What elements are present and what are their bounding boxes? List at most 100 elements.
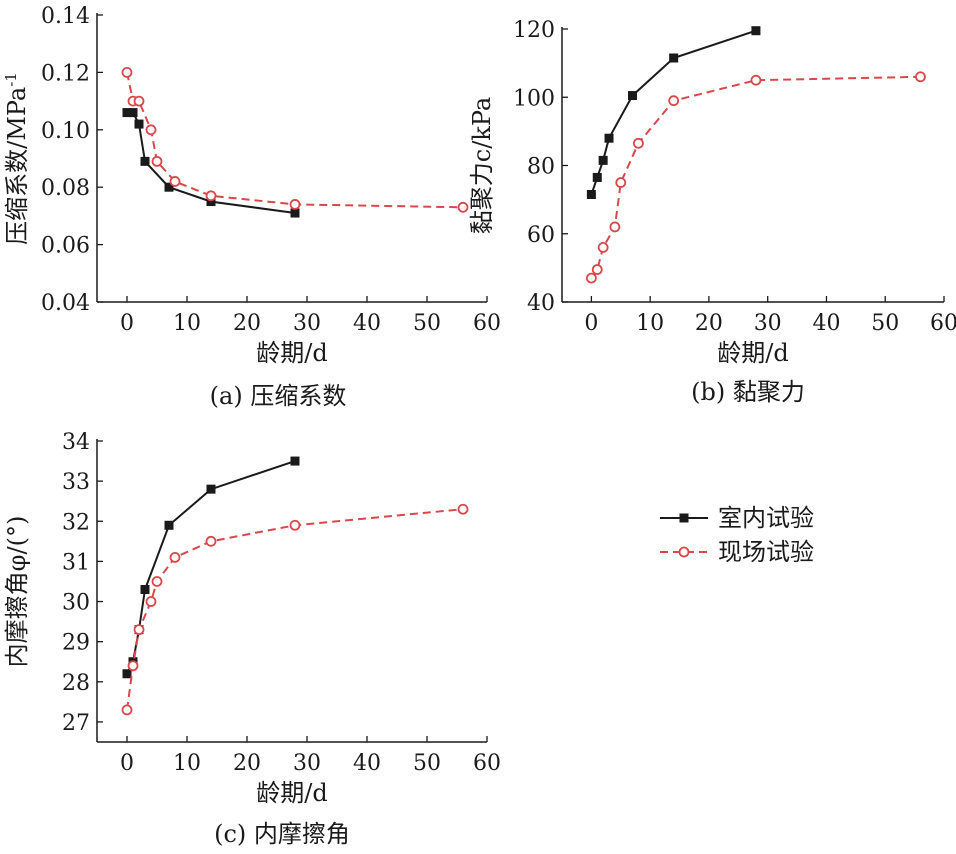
y-tick-label: 0.04 <box>41 291 90 316</box>
y-axis-title-superscript: -1 <box>2 72 20 87</box>
field-data-point <box>133 624 145 636</box>
x-tick-label: 10 <box>173 751 201 776</box>
field-data-point <box>205 535 217 547</box>
y-tick-label: 33 <box>62 470 90 495</box>
lab-data-point <box>206 484 216 494</box>
panel-caption: (a) 压缩系数 <box>210 382 347 410</box>
lab-data-point <box>290 208 300 218</box>
y-tick-label: 34 <box>62 430 90 455</box>
lab-data-point <box>128 108 138 118</box>
field-data-point <box>668 95 680 107</box>
legend-field-marker <box>678 546 690 558</box>
lab-data-point <box>604 133 614 143</box>
field-data-point <box>289 199 301 210</box>
x-tick-label: 50 <box>871 311 899 336</box>
field-data-point <box>145 124 157 136</box>
x-tick-label: 0 <box>120 751 134 776</box>
lab-data-point <box>122 669 132 679</box>
x-tick-label: 20 <box>233 311 261 336</box>
y-tick-label: 0.10 <box>41 119 90 144</box>
y-tick-label: 29 <box>62 631 90 656</box>
x-tick-label: 60 <box>473 311 501 336</box>
field-data-point <box>205 190 217 202</box>
y-axis-title: 内摩擦角φ/(°) <box>3 516 31 668</box>
lab-data-point <box>164 182 174 192</box>
y-tick-label: 0.06 <box>41 234 90 259</box>
x-tick-label: 10 <box>636 311 664 336</box>
field-series-line <box>126 72 464 209</box>
panel-caption: (c) 内摩擦角 <box>214 820 350 848</box>
lab-data-point <box>669 53 679 63</box>
y-axis-title: 黏聚力c/kPa <box>468 97 496 234</box>
field-data-point <box>750 74 762 86</box>
lab-data-point <box>140 156 150 166</box>
lab-data-point <box>134 119 144 129</box>
y-tick-label: 32 <box>62 510 90 535</box>
field-data-point <box>597 241 609 253</box>
y-tick-label: 100 <box>513 86 555 111</box>
field-data-point <box>145 596 157 607</box>
lab-data-point <box>290 456 300 466</box>
field-series-line <box>126 508 464 711</box>
y-tick-label: 120 <box>513 18 555 43</box>
field-data-point <box>615 177 627 188</box>
y-tick-label: 60 <box>527 223 555 248</box>
field-data-point <box>591 264 603 275</box>
x-tick-label: 30 <box>293 311 321 336</box>
lab-data-point <box>206 197 216 207</box>
field-data-point <box>121 704 133 716</box>
x-tick-label: 40 <box>812 311 840 336</box>
x-tick-label: 20 <box>695 311 723 336</box>
field-data-point <box>151 576 163 587</box>
x-tick-label: 60 <box>930 311 956 336</box>
field-data-point <box>585 272 597 284</box>
legend-lab-marker <box>679 513 689 523</box>
x-tick-label: 0 <box>584 311 598 336</box>
x-tick-label: 10 <box>173 311 201 336</box>
lab-data-point <box>751 26 761 36</box>
lab-data-point <box>164 520 174 530</box>
y-tick-label: 28 <box>62 671 90 696</box>
x-tick-label: 0 <box>120 311 134 336</box>
y-tick-label: 31 <box>62 550 90 575</box>
field-data-point <box>121 67 133 78</box>
y-tick-label: 0.14 <box>41 4 90 29</box>
x-axis-title: 龄期/d <box>256 339 327 367</box>
field-data-point <box>915 71 926 83</box>
field-data-point <box>289 519 301 531</box>
y-tick-label: 40 <box>527 291 555 316</box>
legend: 室内试验 现场试验 <box>660 504 814 566</box>
field-data-point <box>133 95 145 107</box>
x-axis-title: 龄期/d <box>717 339 788 367</box>
y-tick-label: 0.12 <box>41 61 90 86</box>
x-axis-title: 龄期/d <box>256 779 327 807</box>
legend-lab-label: 室内试验 <box>718 504 814 532</box>
field-series-line <box>590 75 921 279</box>
x-tick-label: 40 <box>353 751 381 776</box>
field-data-point <box>169 551 181 563</box>
lab-data-point <box>140 584 150 594</box>
lab-data-point <box>592 172 602 182</box>
x-tick-label: 30 <box>293 751 321 776</box>
field-data-point <box>151 155 163 167</box>
x-tick-label: 60 <box>473 751 501 776</box>
x-tick-label: 50 <box>413 751 441 776</box>
lab-data-point <box>586 190 596 200</box>
panel-caption: (b) 黏聚力 <box>691 378 805 406</box>
field-data-point <box>127 660 139 672</box>
panel-compression-coefficient: 0 10 20 30 40 50 60 0.04 0.06 0.08 0.10 0.12 0.14 龄期/… <box>2 4 501 410</box>
panel-cohesion: 0 10 20 30 40 50 60 40 60 80 100 120 龄期/d 黏聚力c/kPa (b)… <box>468 18 956 406</box>
lab-data-point <box>122 108 132 118</box>
field-data-point <box>457 201 469 213</box>
y-tick-label: 80 <box>527 155 555 180</box>
x-tick-label: 50 <box>413 311 441 336</box>
field-data-point <box>457 503 469 515</box>
x-tick-label: 20 <box>233 751 261 776</box>
y-axis-title: 压缩系数/MPa-1 <box>2 72 31 245</box>
y-tick-label: 30 <box>62 591 90 616</box>
legend-field-label: 现场试验 <box>718 538 814 566</box>
lab-data-point <box>628 91 638 101</box>
field-data-point <box>169 176 181 187</box>
lab-data-point <box>598 155 608 165</box>
